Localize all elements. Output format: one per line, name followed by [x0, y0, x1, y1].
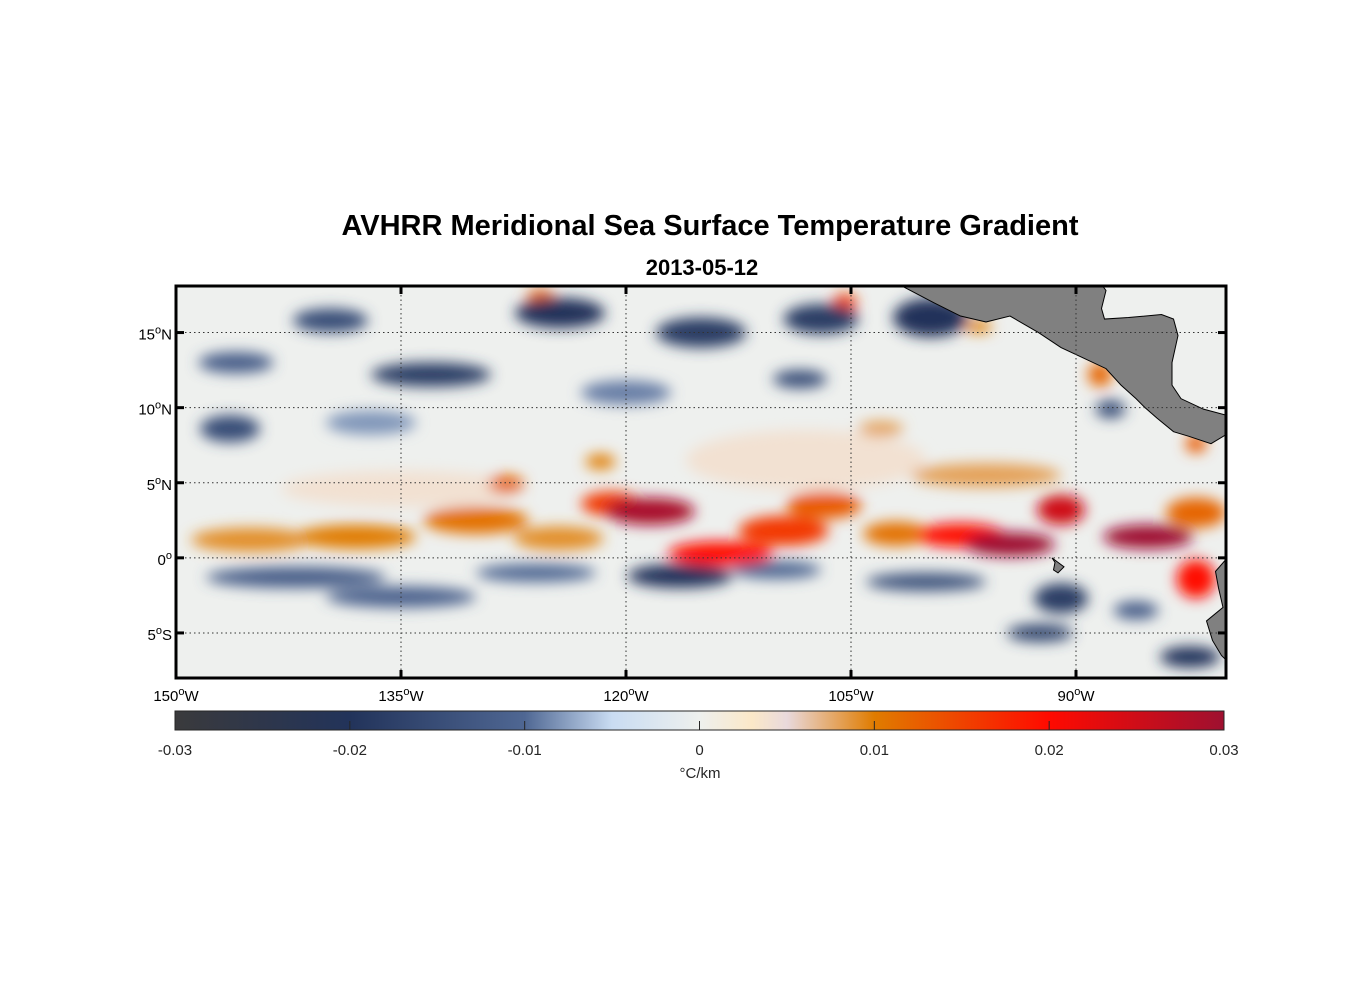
y-tick-label: 10oN	[138, 400, 172, 419]
gradient-feature	[515, 298, 605, 329]
chart-subtitle: 2013-05-12	[646, 255, 759, 280]
gradient-feature	[965, 532, 1055, 557]
gradient-feature	[786, 491, 862, 519]
gradient-feature	[513, 526, 604, 551]
y-tick-label: 5oN	[147, 475, 172, 494]
land-polygon	[1051, 557, 1065, 574]
gradient-feature	[206, 566, 386, 588]
gradient-feature	[686, 430, 926, 491]
gradient-feature	[1166, 497, 1226, 528]
gradient-feature	[605, 497, 695, 525]
gradient-feature	[488, 475, 524, 494]
land-polygon	[900, 286, 1226, 445]
y-tick-label: 5oS	[148, 625, 172, 644]
gradient-feature	[1034, 583, 1088, 614]
colorbar-tick-label: -0.01	[508, 742, 542, 759]
gradient-feature	[1113, 601, 1159, 620]
gradient-feature	[731, 560, 821, 579]
gradient-feature	[783, 304, 859, 335]
gradient-field	[191, 289, 1226, 668]
gradient-feature	[198, 352, 274, 374]
colorbar-ticks: -0.03 -0.02 -0.01 0 0.01 0.02 0.03	[158, 721, 1239, 759]
chart-title: AVHRR Meridional Sea Surface Temperature…	[341, 210, 1078, 242]
gradient-feature	[858, 421, 904, 437]
y-tick-label: 0o	[158, 550, 172, 569]
gradient-feature	[296, 524, 416, 549]
map-frame	[174, 284, 1228, 680]
gradient-feature	[738, 515, 829, 546]
gradient-feature	[911, 463, 1061, 488]
gradient-feature	[1095, 400, 1126, 419]
gradient-feature	[627, 563, 733, 588]
gradient-feature	[1103, 524, 1193, 549]
colorbar-label: °C/km	[680, 765, 721, 782]
gradient-feature	[773, 370, 827, 389]
x-tick-label: 120oW	[603, 686, 649, 705]
x-tick-label: 150oW	[153, 686, 199, 705]
colorbar-tick-label: -0.03	[158, 742, 192, 759]
x-tick-label: 135oW	[378, 686, 424, 705]
colorbar: -0.03 -0.02 -0.01 0 0.01 0.02 0.03 °C/km	[158, 710, 1239, 782]
gradient-feature	[326, 410, 416, 435]
gradient-feature	[476, 563, 596, 582]
gradient-feature	[863, 521, 929, 546]
gradient-feature	[200, 415, 260, 443]
gradient-feature	[293, 308, 368, 333]
x-tick-label: 90oW	[1058, 686, 1096, 705]
gradient-feature	[585, 454, 616, 470]
map-area	[176, 286, 1226, 678]
gradient-feature	[371, 362, 491, 387]
gradient-feature	[866, 572, 986, 591]
gradient-feature	[423, 506, 529, 534]
y-tick-label: 15oN	[138, 325, 172, 344]
colorbar-tick-label: 0.02	[1035, 742, 1064, 759]
gradient-feature	[1037, 494, 1085, 525]
gradient-feature	[656, 317, 746, 348]
gradient-feature	[191, 527, 311, 552]
colorbar-tick-label: 0	[695, 742, 703, 759]
gradient-feature	[668, 541, 773, 566]
gradient-feature	[965, 320, 992, 333]
gradient-feature	[1160, 646, 1220, 668]
colorbar-tick-label: 0.01	[860, 742, 889, 759]
colorbar-tick-label: -0.02	[333, 742, 367, 759]
gradient-feature	[581, 380, 671, 405]
gradient-feature	[1176, 559, 1216, 599]
colorbar-tick-label: 0.03	[1209, 742, 1238, 759]
x-tick-label: 105oW	[828, 686, 874, 705]
